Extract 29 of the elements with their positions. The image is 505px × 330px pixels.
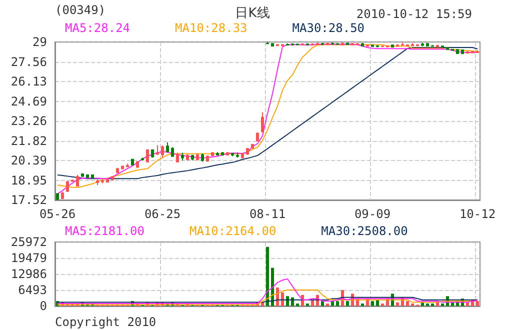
x-tick-label: 05-26 xyxy=(39,207,76,221)
y-tick-label: 26.13 xyxy=(10,74,47,88)
text: (00349) xyxy=(55,3,106,17)
text: Copyright 2010 xyxy=(55,315,156,329)
x-tick-label: 08-11 xyxy=(249,207,286,221)
y-tick-label: 19479 xyxy=(10,251,47,265)
x-tick-label: 06-25 xyxy=(144,207,181,221)
y-tick-label: 20.39 xyxy=(10,154,47,168)
text: MA30:28.50 xyxy=(292,21,365,35)
text: MA5:28.24 xyxy=(65,21,130,35)
text: MA5:2181.00 xyxy=(65,224,144,238)
text: MA10:2164.00 xyxy=(189,224,276,238)
y-tick-label: 6493 xyxy=(18,283,47,297)
y-tick-label: 12986 xyxy=(10,267,47,281)
text: MA10:28.33 xyxy=(175,21,248,35)
y-tick-label: 29 xyxy=(32,35,47,49)
y-tick-label: 21.82 xyxy=(10,134,47,148)
y-tick-label: 27.56 xyxy=(10,54,47,69)
x-tick-label: 10-12 xyxy=(459,207,496,221)
chart-subtitle: 2010-10-12 15:59 xyxy=(356,7,472,21)
y-tick-label: 17.52 xyxy=(10,193,47,207)
y-tick-label: 25972 xyxy=(10,235,47,249)
x-tick-label: 09-09 xyxy=(354,207,391,221)
y-tick-label: 0 xyxy=(40,299,47,313)
y-tick-label: 24.69 xyxy=(10,94,47,108)
text: MA30:2508.00 xyxy=(321,224,408,238)
chart-title: 日K线 xyxy=(235,6,270,21)
y-tick-label: 23.26 xyxy=(10,114,47,128)
y-tick-label: 18.95 xyxy=(10,173,47,188)
